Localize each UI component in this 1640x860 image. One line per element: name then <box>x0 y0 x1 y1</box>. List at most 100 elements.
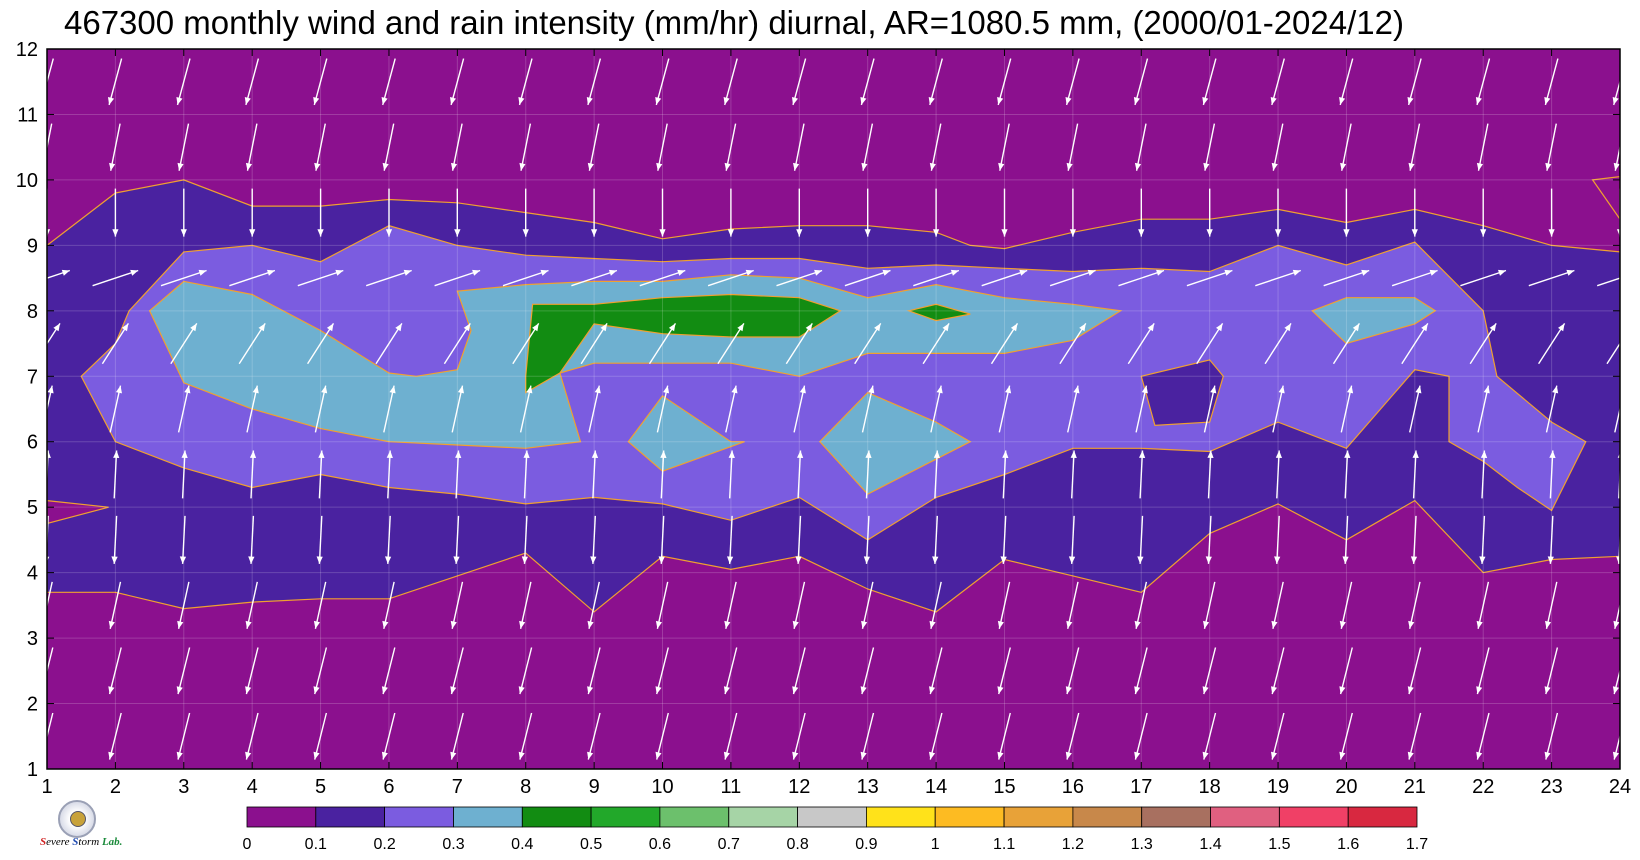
wind-arrow <box>176 647 191 695</box>
wind-arrow <box>1274 188 1282 237</box>
wind-arrow <box>913 269 960 287</box>
wind-arrow <box>1391 269 1438 287</box>
colorbar-label: 0.5 <box>580 836 602 853</box>
wind-arrow <box>1070 450 1077 499</box>
colorbar-label: 1.6 <box>1337 836 1359 853</box>
wind-arrow <box>1203 123 1216 171</box>
wind-arrow <box>181 450 188 499</box>
wind-arrow <box>512 323 540 365</box>
colorbar-swatch <box>1003 806 1074 828</box>
wind-arrow <box>1596 277 1620 287</box>
x-tick-label: 19 <box>1267 776 1289 798</box>
wind-arrow <box>47 123 53 151</box>
logo-text: Severe Storm Lab. <box>40 836 123 848</box>
x-tick-label: 3 <box>178 776 189 798</box>
wind-arrow <box>519 385 533 433</box>
wind-arrow <box>655 581 669 629</box>
wind-arrow <box>1203 581 1216 629</box>
colorbar-label: 1.5 <box>1268 836 1290 853</box>
x-tick-label: 9 <box>589 776 600 798</box>
wind-arrow <box>981 269 1028 287</box>
wind-arrow <box>1344 450 1351 499</box>
wind-arrow <box>519 123 532 171</box>
wind-arrow <box>1133 58 1149 106</box>
wind-arrow <box>1203 385 1217 433</box>
wind-arrow <box>385 515 392 564</box>
wind-arrow <box>177 581 190 629</box>
wind-arrow <box>521 515 528 564</box>
wind-arrow <box>1068 515 1076 564</box>
wind-arrow <box>92 269 139 287</box>
wind-arrow <box>522 188 529 237</box>
wind-arrow <box>1613 143 1620 171</box>
wind-arrow <box>1343 188 1350 237</box>
wind-arrow <box>1186 269 1233 287</box>
y-tick-label: 10 <box>16 170 38 192</box>
wind-arrow <box>860 58 875 106</box>
wind-arrow <box>932 515 939 564</box>
wind-arrow <box>1137 515 1144 564</box>
wind-arrow <box>864 188 871 237</box>
colorbar-swatch <box>315 806 385 828</box>
wind-arrow <box>1616 188 1620 237</box>
wind-arrow <box>586 58 602 106</box>
wind-arrow <box>1544 712 1559 760</box>
wind-arrow <box>1134 712 1148 760</box>
wind-arrow <box>1612 79 1620 106</box>
wind-arrow <box>381 647 396 695</box>
wind-arrow <box>1255 269 1302 287</box>
wind-arrow <box>101 323 129 365</box>
wind-arrow <box>180 188 187 237</box>
wind-arrow <box>112 188 119 237</box>
wind-arrow <box>1065 58 1080 106</box>
wind-arrow <box>655 58 670 106</box>
colorbar-swatch <box>866 806 936 828</box>
wind-arrow <box>1001 188 1008 237</box>
wind-arrow <box>1065 647 1080 695</box>
wind-arrow <box>245 712 259 760</box>
wind-arrow <box>723 712 738 760</box>
wind-arrow <box>1271 581 1284 629</box>
wind-arrow <box>997 712 1011 760</box>
wind-arrow <box>997 581 1011 629</box>
wind-arrow <box>648 323 677 365</box>
y-tick-label: 7 <box>27 366 38 388</box>
wind-arrow <box>1545 581 1558 629</box>
wind-arrow <box>245 581 258 629</box>
wind-arrow <box>47 712 54 740</box>
wind-arrow <box>865 450 872 499</box>
wind-arrow <box>1066 123 1079 171</box>
wind-arrow <box>108 58 123 106</box>
wind-arrow <box>170 323 198 365</box>
wind-arrow <box>1612 733 1620 760</box>
wind-arrow <box>861 385 875 433</box>
wind-arrow <box>375 323 403 365</box>
contour-layer <box>47 175 1620 613</box>
wind-arrow <box>795 515 802 564</box>
wind-arrow <box>571 269 618 287</box>
wind-arrow <box>997 58 1012 106</box>
wind-arrow <box>1545 123 1557 171</box>
wind-arrow <box>659 188 666 237</box>
wind-arrow <box>1069 188 1076 237</box>
wind-arrow <box>1407 58 1422 106</box>
wind-arrow <box>454 188 461 237</box>
wind-arrow <box>1480 450 1488 499</box>
wind-arrow <box>1548 188 1555 237</box>
wind-arrow <box>1271 712 1285 760</box>
x-tick-label: 23 <box>1540 776 1562 798</box>
plot-area <box>47 49 1620 769</box>
wind-arrow <box>1339 581 1353 629</box>
wind-arrow <box>793 385 806 433</box>
wind-arrow <box>723 58 738 106</box>
wind-arrow <box>177 385 191 433</box>
wind-arrow <box>1275 450 1282 499</box>
wind-arrow <box>1202 647 1217 695</box>
y-tick-label: 11 <box>17 104 38 126</box>
wind-arrow <box>1339 647 1353 695</box>
wind-arrow <box>313 581 327 629</box>
wind-arrow <box>244 58 260 106</box>
y-tick-label: 4 <box>27 563 38 585</box>
wind-arrow <box>318 450 325 499</box>
colorbar-swatch <box>246 806 317 828</box>
